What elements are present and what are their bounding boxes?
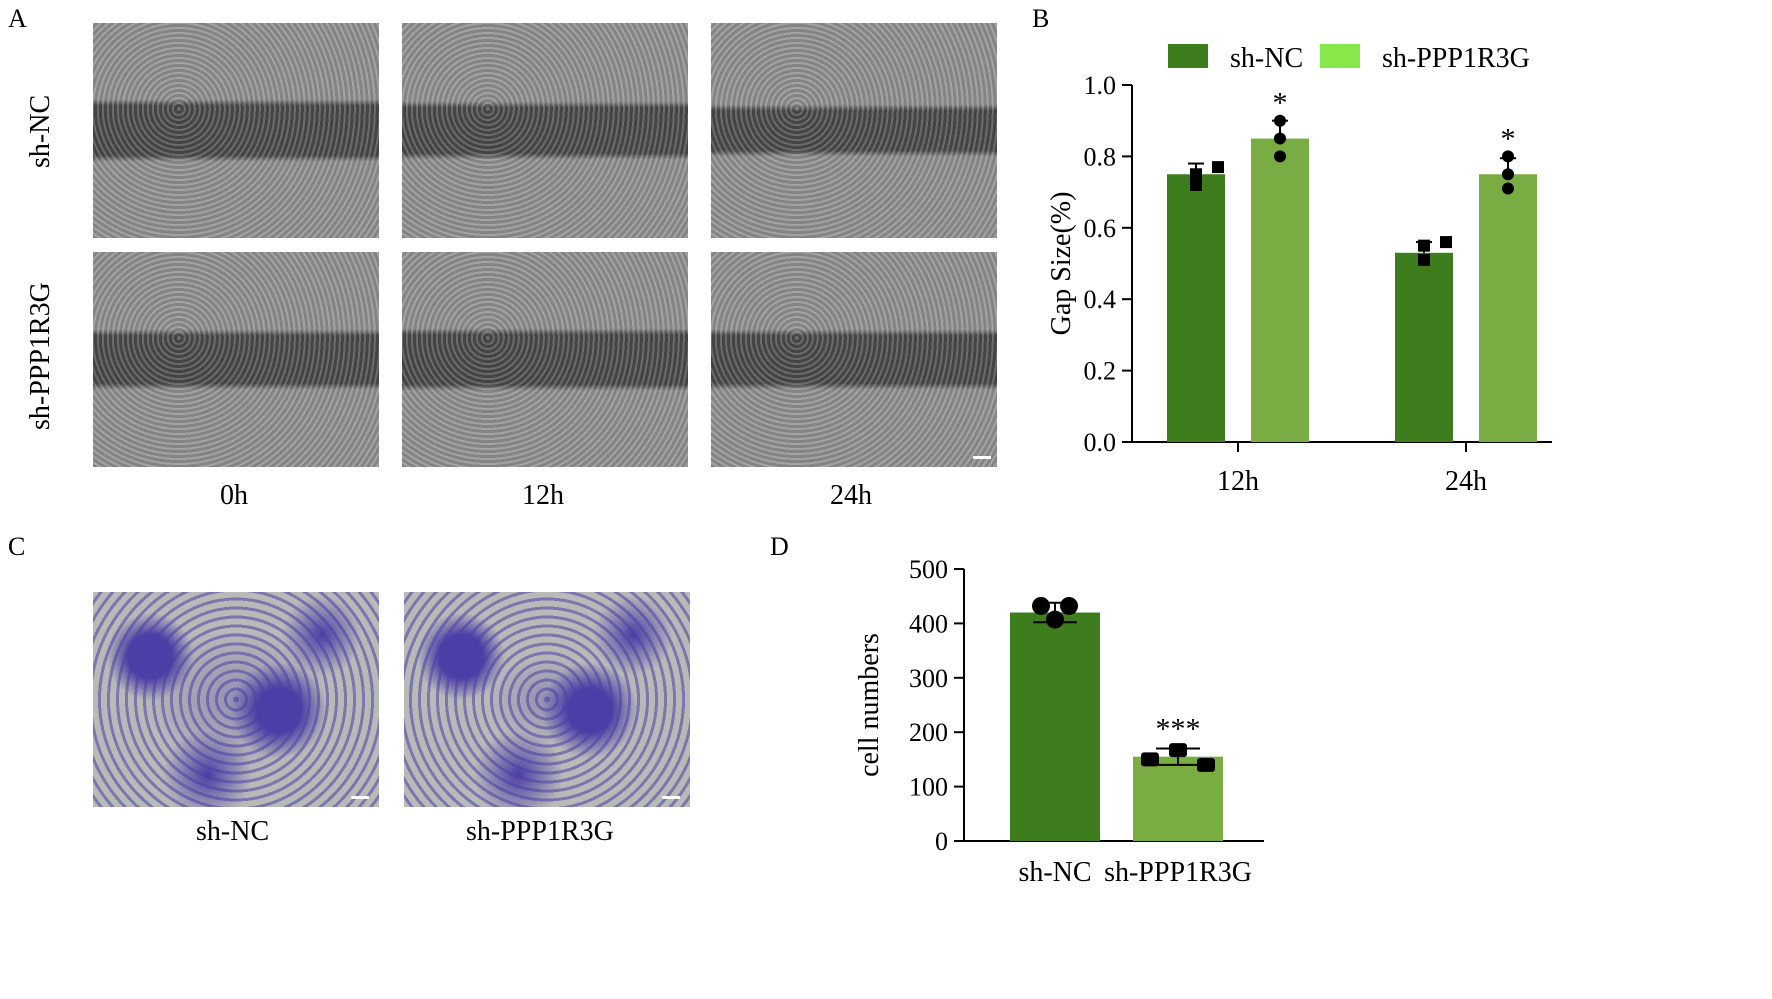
y-tick-label: 0 xyxy=(935,827,948,856)
data-point xyxy=(1274,132,1286,145)
y-tick-label: 500 xyxy=(909,555,948,584)
data-point xyxy=(1418,239,1430,252)
y-axis-title: Gap Size(%) xyxy=(1046,192,1077,336)
bar xyxy=(1479,174,1537,442)
bar xyxy=(1010,612,1100,841)
data-point xyxy=(1502,182,1514,195)
y-axis-title: cell numbers xyxy=(854,633,885,777)
panel-label-a: A xyxy=(8,4,27,33)
data-point xyxy=(1032,596,1050,615)
y-tick-label: 0.8 xyxy=(1084,142,1117,171)
y-tick-label: 0.2 xyxy=(1084,357,1117,386)
scale-bar xyxy=(662,796,680,799)
data-point xyxy=(1046,610,1064,629)
scratch-micrograph xyxy=(93,252,379,467)
cell-numbers-bar-chart: 0 100 200 300 400 500 cell numbers sh-NC *** sh-P… xyxy=(854,555,1264,888)
scratch-micrograph xyxy=(711,252,997,467)
scratch-micrograph xyxy=(402,252,688,467)
x-tick-label: sh-NC xyxy=(1018,857,1091,888)
y-tick-label: 100 xyxy=(909,773,948,802)
data-point xyxy=(1274,150,1286,163)
time-label-24h: 24h xyxy=(830,480,872,511)
y-tick-label: 1.0 xyxy=(1084,71,1117,100)
data-point xyxy=(1169,743,1187,758)
data-point xyxy=(1212,161,1224,174)
time-label-0h: 0h xyxy=(220,480,248,511)
y-tick-label: 0.6 xyxy=(1084,214,1117,243)
data-point xyxy=(1060,596,1078,615)
bar xyxy=(1167,174,1225,442)
significance-mark: * xyxy=(1501,122,1516,155)
transwell-micrograph xyxy=(404,592,690,807)
scale-bar xyxy=(973,456,991,459)
data-point xyxy=(1190,178,1202,191)
time-label-12h: 12h xyxy=(522,480,564,511)
panel-label-d: D xyxy=(770,532,789,561)
scratch-micrograph xyxy=(93,23,379,238)
significance-mark: * xyxy=(1273,87,1288,120)
transwell-micrograph xyxy=(93,592,379,807)
legend-swatch xyxy=(1320,44,1360,68)
row-label-sh-nc: sh-NC xyxy=(25,94,56,168)
bar xyxy=(1395,252,1453,442)
data-point xyxy=(1197,757,1215,772)
transwell-label-sh-ppp1r3g: sh-PPP1R3G xyxy=(466,816,614,847)
y-tick-label: 200 xyxy=(909,718,948,747)
y-tick-label: 400 xyxy=(909,609,948,638)
data-point xyxy=(1440,236,1452,249)
data-point xyxy=(1190,168,1202,181)
data-point xyxy=(1274,114,1286,127)
significance-mark: *** xyxy=(1156,713,1201,746)
panel-label-c: C xyxy=(8,532,26,561)
transwell-label-sh-nc: sh-NC xyxy=(196,816,270,847)
scale-bar xyxy=(351,796,369,799)
scratch-micrograph xyxy=(711,23,997,238)
legend-label: sh-NC xyxy=(1230,43,1303,74)
panel-label-b: B xyxy=(1032,4,1050,33)
row-label-sh-ppp1r3g: sh-PPP1R3G xyxy=(25,282,56,430)
data-point xyxy=(1502,150,1514,163)
legend-label: sh-PPP1R3G xyxy=(1382,43,1530,74)
scratch-micrograph xyxy=(402,23,688,238)
x-tick-label: sh-PPP1R3G xyxy=(1104,857,1252,888)
y-tick-label: 0.0 xyxy=(1084,428,1117,457)
x-tick-label: 24h xyxy=(1445,466,1487,497)
data-point xyxy=(1141,752,1159,767)
data-point xyxy=(1502,168,1514,181)
bar xyxy=(1251,138,1309,443)
y-tick-label: 0.4 xyxy=(1084,285,1117,314)
legend-swatch xyxy=(1168,44,1208,68)
y-tick-label: 300 xyxy=(909,664,948,693)
data-point xyxy=(1418,253,1430,266)
gap-size-bar-chart: 0.0 0.2 0.4 0.6 0.8 1.0 Gap Size(%) 12h * 24h * sh-… xyxy=(1046,43,1552,497)
x-tick-label: 12h xyxy=(1217,466,1259,497)
